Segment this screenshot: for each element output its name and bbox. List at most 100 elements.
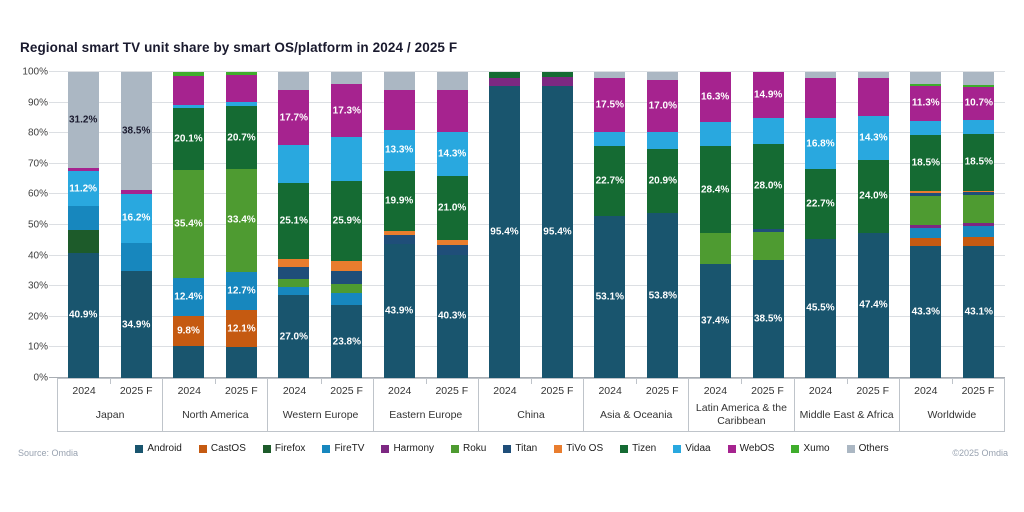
year-separator-tick xyxy=(951,379,953,384)
x-group-north-america: 2024 2025 F North America xyxy=(163,379,269,431)
segment-firetv xyxy=(331,292,363,306)
segment-value-label: 18.5% xyxy=(964,156,993,168)
segment-firetv xyxy=(910,227,942,238)
bar-group-japan: 40.9% 11.2% 31.2% 34.9% 16.2% 38.5% xyxy=(57,72,162,378)
year-row: 2024 2025 F xyxy=(479,379,583,402)
segment-tizen: 24.0% xyxy=(857,159,889,233)
segment-tizen: 18.5% xyxy=(963,134,995,191)
segment-android: 43.1% xyxy=(963,246,995,378)
y-tick-label: 100% xyxy=(22,66,48,78)
region-label: Western Europe xyxy=(282,408,359,421)
stacked-bar-2025F: 43.1% 18.5% 10.7% xyxy=(963,72,995,378)
segment-value-label: 16.2% xyxy=(121,212,151,224)
stacked-bar-2025F: 47.4% 24.0% 14.3% xyxy=(857,72,889,378)
year-row: 2024 2025 F xyxy=(374,379,478,402)
segment-value-label: 28.4% xyxy=(700,184,730,196)
legend-label: Titan xyxy=(515,443,538,454)
segment-others xyxy=(857,72,889,78)
gridline-20% xyxy=(49,315,1005,317)
bar-group-eastern-europe: 43.9% 19.9% 13.3% 40.3% 21.0% 14.3% xyxy=(373,72,478,378)
legend-label: CastOS xyxy=(210,443,246,454)
legend-swatch-xumo xyxy=(791,444,800,453)
x-group-worldwide: 2024 2025 F Worldwide xyxy=(900,379,1004,431)
segment-xumo xyxy=(910,84,942,87)
segment-android: 53.8% xyxy=(647,213,679,378)
segment-vidaa: 13.3% xyxy=(383,129,415,171)
legend-label: Others xyxy=(858,443,889,454)
year-row: 2024 2025 F xyxy=(795,379,899,402)
segment-tizen xyxy=(541,72,573,77)
year-label: 2025 F xyxy=(540,384,574,397)
segment-tizen: 20.1% xyxy=(172,108,204,170)
segment-firefox xyxy=(67,230,99,253)
legend-item-tivo-os: TiVo OS xyxy=(554,443,603,454)
stacked-bar-2025F: 12.1% 12.7% 33.4% 20.7% xyxy=(225,72,257,378)
segment-android: 37.4% xyxy=(699,263,731,378)
segment-value-label: 17.7% xyxy=(279,112,308,123)
segment-tizen: 20.7% xyxy=(225,106,257,170)
year-row: 2024 2025 F xyxy=(163,379,267,402)
segment-value-label: 21.0% xyxy=(437,202,467,214)
segment-tizen: 19.9% xyxy=(383,170,415,232)
legend-label: Xumo xyxy=(803,443,830,454)
segment-harmony xyxy=(910,225,942,228)
segment-webos: 17.3% xyxy=(331,84,363,138)
segment-value-label: 11.2% xyxy=(69,183,98,195)
x-group-middle-east-africa: 2024 2025 F Middle East & Africa xyxy=(795,379,900,431)
region-label: North America xyxy=(182,408,249,421)
y-tick-label: 70% xyxy=(27,158,48,170)
segment-tizen: 21.0% xyxy=(436,176,468,241)
segment-value-label: 25.9% xyxy=(332,215,361,227)
chart-title: Regional smart TV unit share by smart OS… xyxy=(20,40,458,55)
segment-titan xyxy=(278,267,310,279)
segment-webos: 16.3% xyxy=(699,72,731,122)
legend-swatch-tizen xyxy=(620,444,629,453)
stacked-bar-2024: 43.9% 19.9% 13.3% xyxy=(383,72,415,378)
gridline-70% xyxy=(49,162,1005,164)
x-group-asia-oceania: 2024 2025 F Asia & Oceania xyxy=(584,379,690,431)
legend-label: Android xyxy=(147,443,182,454)
bar-group-worldwide: 43.3% 18.5% 11.3% 43.1% 18.5% 10.7% xyxy=(900,72,1005,378)
segment-value-label: 16.3% xyxy=(700,91,730,103)
x-group-japan: 2024 2025 F Japan xyxy=(58,379,164,431)
segment-vidaa xyxy=(331,137,363,182)
region-label: Latin America & the Caribbean xyxy=(695,402,787,427)
gridline-100% xyxy=(49,71,1005,72)
segment-vidaa: 16.8% xyxy=(804,117,836,170)
segment-webos xyxy=(804,77,836,118)
year-label: 2024 xyxy=(703,384,728,397)
region-label: Japan xyxy=(95,408,125,421)
x-group-western-europe: 2024 2025 F Western Europe xyxy=(268,379,374,431)
segment-value-label: 38.5% xyxy=(121,125,151,137)
legend-swatch-android xyxy=(135,444,144,453)
segment-value-label: 12.7% xyxy=(227,285,256,297)
segment-android: 34.9% xyxy=(120,271,152,378)
segment-titan xyxy=(331,270,363,284)
segment-value-label: 17.5% xyxy=(595,99,624,111)
segment-vidaa: 16.2% xyxy=(120,193,152,244)
x-axis: 2024 2025 F Japan 2024 2025 F North America 20… xyxy=(57,378,1005,432)
gridline-80% xyxy=(49,132,1005,134)
segment-value-label: 40.9% xyxy=(68,309,98,321)
segment-value-label: 10.7% xyxy=(964,97,993,109)
y-tick-label: 30% xyxy=(27,280,48,292)
legend-label: FireTV xyxy=(334,443,365,454)
legend-swatch-roku xyxy=(451,444,460,453)
plot-area: 0% 10% 20% 30% 40% 50% 60% 70% 80% 90% 100% 40.9% 1… xyxy=(22,67,1005,384)
segment-value-label: 11.3% xyxy=(911,97,940,109)
bar-group-china: 95.4% 95.4% xyxy=(478,72,583,378)
segment-vidaa xyxy=(699,121,731,147)
legend-swatch-firetv xyxy=(322,444,331,453)
segment-tivo-os xyxy=(910,191,942,193)
segment-value-label: 43.3% xyxy=(911,306,940,318)
segment-tizen: 25.1% xyxy=(278,182,310,260)
segment-android: 95.4% xyxy=(541,86,573,378)
legend-item-tizen: Tizen xyxy=(620,443,656,454)
segment-webos: 11.3% xyxy=(910,86,942,121)
bar-groups: 40.9% 11.2% 31.2% 34.9% 16.2% 38.5% 9.8% 12.4% 3… xyxy=(57,72,1005,378)
segment-titan xyxy=(383,235,415,244)
segment-value-label: 12.4% xyxy=(174,291,203,303)
segment-titan xyxy=(752,229,784,233)
year-row: 2024 2025 F xyxy=(58,379,162,402)
segment-vidaa: 14.3% xyxy=(857,115,889,160)
